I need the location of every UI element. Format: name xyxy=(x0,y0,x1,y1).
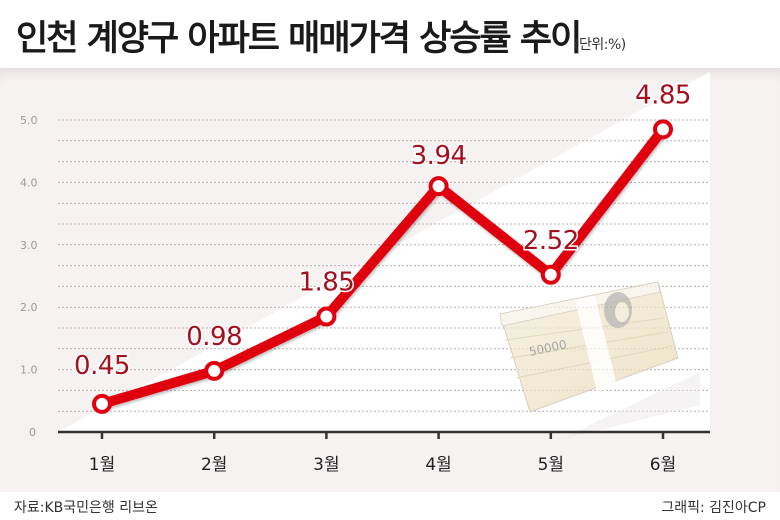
value-label: 0.98 xyxy=(186,322,242,352)
value-label: 2.52 xyxy=(523,226,579,256)
x-tick-label: 6월 xyxy=(650,455,676,475)
x-axis-ticks xyxy=(100,432,665,439)
title-row: 인천 계양구 아파트 매매가격 상승률 추이 (단위:%) xyxy=(0,0,780,68)
value-label: 1.85 xyxy=(298,268,354,298)
x-tick-label: 5월 xyxy=(538,455,564,475)
source-note: 자료:KB국민은행 리브온 xyxy=(14,500,158,516)
graphic-credit: 그래픽: 김진아CP xyxy=(661,500,766,516)
y-tick-label: 2.0 xyxy=(20,301,38,314)
y-tick-label: 0 xyxy=(29,426,36,439)
data-point xyxy=(540,264,561,285)
data-point xyxy=(428,176,449,197)
banknote-stack-icon: 50000 xyxy=(499,281,700,440)
y-tick-label: 3.0 xyxy=(20,239,38,252)
x-tick-label: 2월 xyxy=(201,455,227,475)
unit-label: (단위:%) xyxy=(574,37,626,53)
data-point xyxy=(92,393,112,414)
x-tick-label: 3월 xyxy=(313,455,339,475)
x-axis-labels: 1월 2월 3월 4월 5월 6월 xyxy=(89,455,676,475)
value-labels: 0.45 0.98 1.85 3.94 2.52 4.85 xyxy=(73,79,693,383)
data-point xyxy=(653,119,673,140)
y-tick-label: 5.0 xyxy=(20,114,38,127)
data-line xyxy=(97,124,668,409)
y-axis-labels: 0 1.0 2.0 3.0 4.0 5.0 xyxy=(20,114,38,439)
grid-lines xyxy=(58,119,710,412)
x-tick-label: 1월 xyxy=(89,455,115,475)
value-label: 4.85 xyxy=(635,80,691,110)
data-markers xyxy=(92,119,673,414)
data-point xyxy=(204,360,225,381)
value-label: 0.45 xyxy=(74,351,130,381)
value-label: 3.94 xyxy=(411,141,467,171)
y-tick-label: 1.0 xyxy=(20,364,38,377)
y-tick-label: 4.0 xyxy=(20,176,38,189)
data-point xyxy=(316,306,337,327)
x-tick-label: 4월 xyxy=(425,455,451,475)
chart-title: 인천 계양구 아파트 매매가격 상승률 추이 xyxy=(16,19,582,59)
